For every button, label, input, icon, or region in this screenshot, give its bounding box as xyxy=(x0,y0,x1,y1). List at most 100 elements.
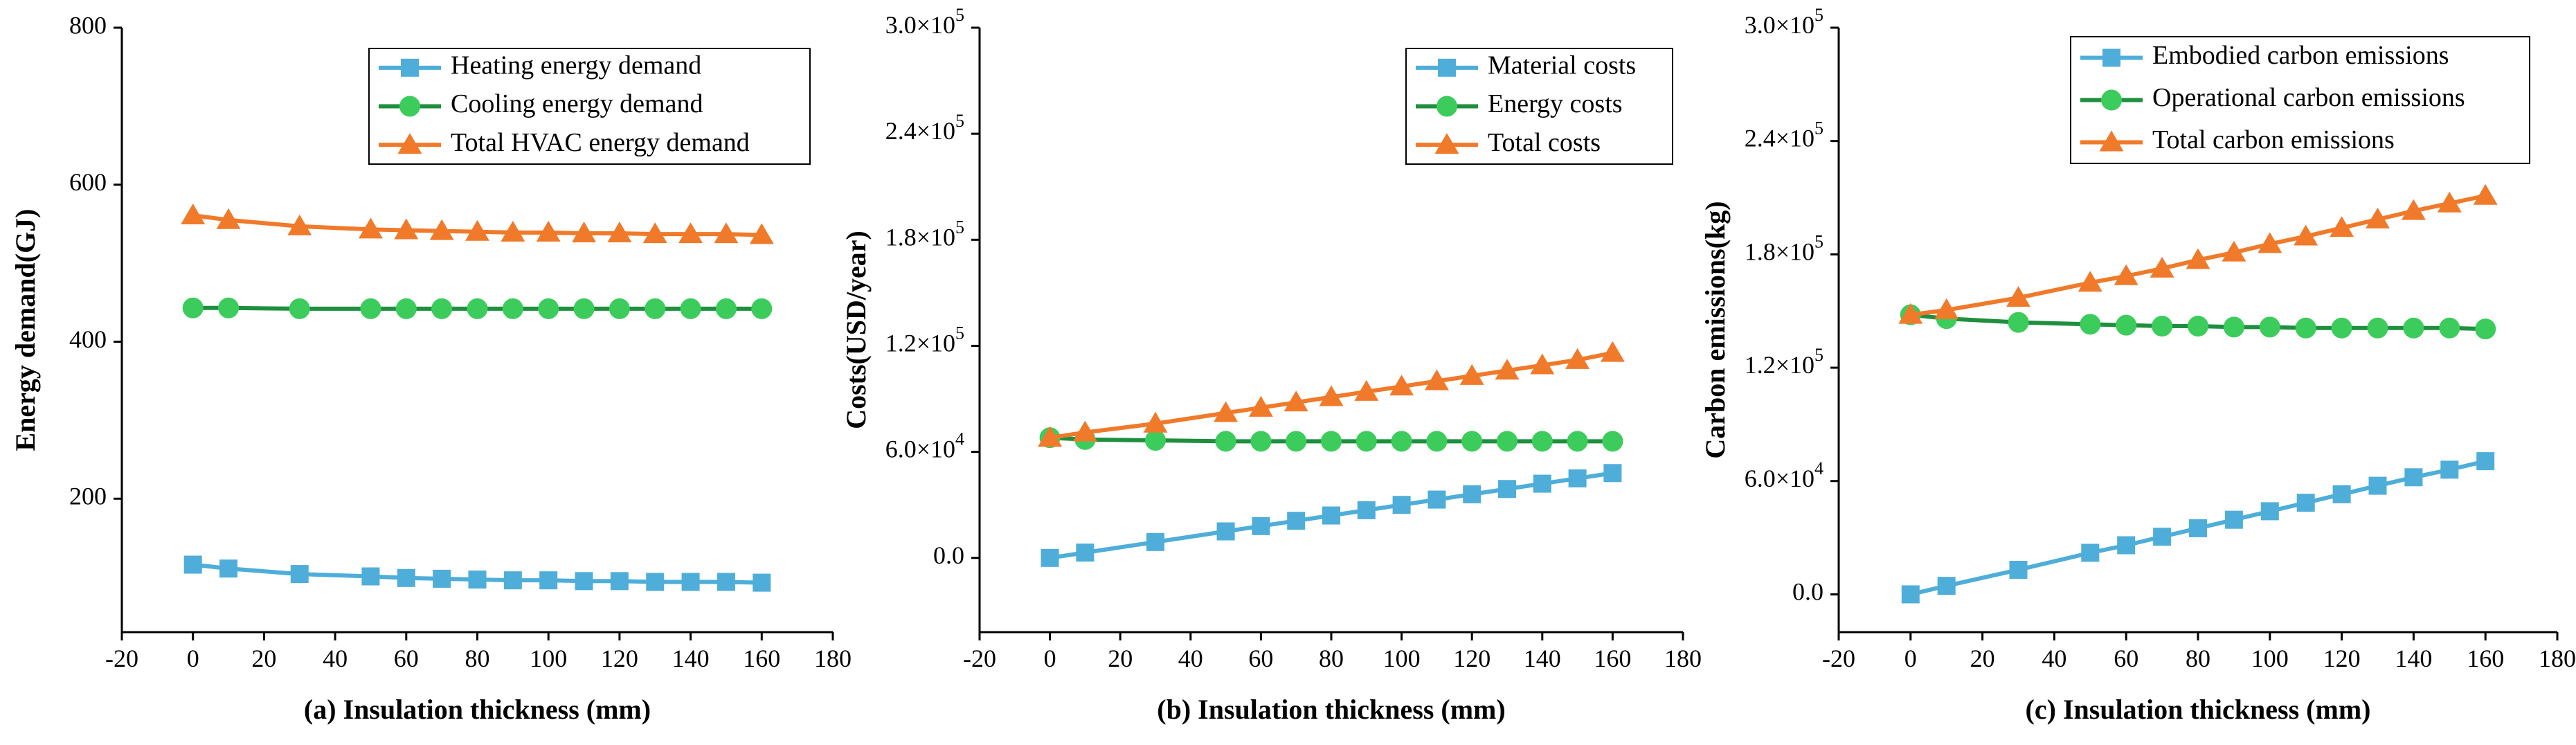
data-point xyxy=(2117,536,2136,555)
data-point xyxy=(573,298,595,319)
data-point xyxy=(1600,341,1625,362)
legend-label: Material costs xyxy=(1488,51,1636,80)
x-axis-title: (a) Insulation thickness (mm) xyxy=(304,694,651,725)
data-point xyxy=(502,298,523,319)
data-point xyxy=(2476,452,2495,471)
data-point xyxy=(1568,469,1587,487)
data-point xyxy=(290,565,309,584)
x-tick-label: 180 xyxy=(2539,645,2576,672)
data-point xyxy=(1495,359,1520,380)
data-point xyxy=(1391,431,1412,452)
data-point xyxy=(183,555,202,574)
y-tick-label: 1.2×105 xyxy=(885,323,964,357)
y-tick-label: 6.0×104 xyxy=(1745,458,1823,492)
data-point xyxy=(1463,485,1481,503)
panel-a: -20 0 20 40 60 80 100 120 140 160 180 200 400 600 800 (… xyxy=(10,11,852,725)
series-total-carbon-emissions xyxy=(1898,183,2498,324)
data-point xyxy=(1934,298,1959,319)
series-embodied-carbon-emissions xyxy=(1901,452,2495,604)
data-point xyxy=(2437,191,2462,213)
x-tick-label: 80 xyxy=(465,645,490,672)
data-point xyxy=(681,573,700,591)
x-tick-label: 140 xyxy=(1524,645,1561,672)
data-point xyxy=(1145,430,1166,451)
data-point xyxy=(1216,522,1235,541)
data-point xyxy=(1603,464,1622,483)
data-point xyxy=(539,571,558,590)
data-point xyxy=(2473,183,2498,205)
data-point xyxy=(2116,314,2137,336)
data-point xyxy=(433,569,451,588)
data-point xyxy=(1567,431,1588,452)
data-point xyxy=(360,298,381,319)
data-point xyxy=(714,222,739,244)
series-total-hvac-energy-demand xyxy=(181,203,774,244)
data-point xyxy=(1901,585,1920,604)
panel-c: -20 0 20 40 60 80 100 120 140 160 180 0.0 6.0×104 1.2… xyxy=(1700,5,2576,725)
data-point xyxy=(181,203,206,224)
y-axis-title: Energy demand(GJ) xyxy=(10,209,41,451)
x-tick-label: -20 xyxy=(963,645,996,672)
data-point xyxy=(289,298,310,319)
series-cooling-energy-demand xyxy=(182,297,773,319)
data-point xyxy=(1357,501,1376,519)
data-point xyxy=(1497,431,1517,452)
y-tick-mantissa: 1.8×10 xyxy=(885,224,955,251)
data-point xyxy=(2081,544,2100,562)
x-tick-label: 120 xyxy=(601,645,638,672)
legend-marker xyxy=(399,96,420,117)
data-point xyxy=(646,573,665,591)
y-tick-mantissa: 2.4×10 xyxy=(885,117,955,145)
y-tick-label: 600 xyxy=(69,168,107,196)
data-point xyxy=(609,298,630,319)
data-point xyxy=(678,222,703,244)
data-point xyxy=(2188,316,2208,337)
data-point xyxy=(431,298,453,319)
legend-label: Total carbon emissions xyxy=(2152,125,2395,154)
data-point xyxy=(1321,431,1342,452)
data-point xyxy=(2366,207,2390,228)
data-point xyxy=(218,297,240,318)
y-tick-mantissa: 3.0×10 xyxy=(885,11,955,39)
y-tick-label: 3.0×105 xyxy=(885,5,964,39)
data-point xyxy=(2258,232,2282,253)
data-point xyxy=(467,298,488,319)
data-point xyxy=(1533,474,1551,493)
data-point xyxy=(2368,476,2387,495)
x-tick-label: 40 xyxy=(2042,645,2066,672)
y-tick-label: 0.0 xyxy=(1792,578,1823,606)
data-point xyxy=(182,297,204,318)
x-tick-label: 40 xyxy=(323,645,348,672)
data-point xyxy=(1461,431,1483,452)
data-point xyxy=(2150,256,2174,278)
y-tick-label: 2.4×105 xyxy=(1745,118,1823,152)
x-tick-label: 60 xyxy=(394,645,419,672)
data-point xyxy=(1076,544,1095,562)
data-point xyxy=(1252,517,1270,535)
data-point xyxy=(465,219,489,241)
data-point xyxy=(1427,490,1446,509)
x-axis-title: (b) Insulation thickness (mm) xyxy=(1157,694,1505,725)
y-tick-exponent: 5 xyxy=(1814,231,1823,251)
legend-label: Energy costs xyxy=(1488,89,1623,118)
data-point xyxy=(1389,375,1414,396)
y-tick-mantissa: 3.0×10 xyxy=(1745,11,1814,39)
x-tick-label: 80 xyxy=(1319,645,1344,672)
x-tick-label: 0 xyxy=(1904,645,1917,672)
legend-box xyxy=(2070,36,2530,164)
x-tick-label: 40 xyxy=(1178,645,1203,672)
x-tick-label: 20 xyxy=(1970,645,1995,672)
data-point xyxy=(2222,240,2246,262)
data-point xyxy=(1284,391,1308,412)
x-tick-label: 80 xyxy=(2186,645,2210,672)
legend-marker xyxy=(397,133,422,154)
y-tick-mantissa: 2.4×10 xyxy=(1745,125,1814,152)
data-point xyxy=(2224,510,2243,529)
y-tick-exponent: 4 xyxy=(955,429,964,449)
x-tick-label: 0 xyxy=(1044,645,1056,672)
data-point xyxy=(1354,379,1379,401)
data-point xyxy=(2008,312,2029,333)
data-point xyxy=(1392,496,1411,514)
y-tick-exponent: 5 xyxy=(955,5,964,25)
series-heating-energy-demand xyxy=(183,555,771,592)
